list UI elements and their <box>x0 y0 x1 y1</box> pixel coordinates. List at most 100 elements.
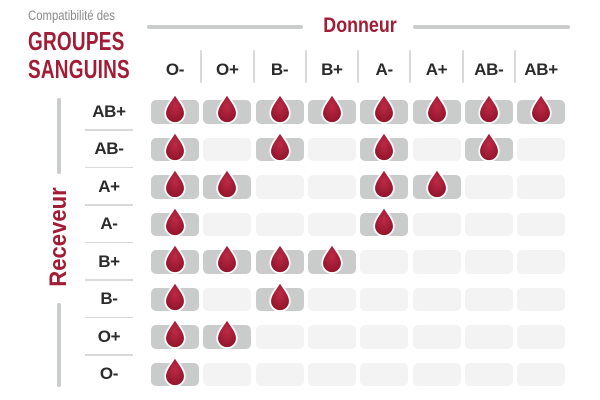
blood-drop-icon <box>321 93 343 124</box>
compatibility-cell <box>255 280 304 312</box>
compatibility-cell <box>517 137 566 161</box>
column-separator <box>409 50 412 83</box>
donor-header: AB+ <box>524 60 558 79</box>
column-separator <box>252 50 255 83</box>
blood-drop-icon <box>373 205 395 237</box>
blood-drop-icon <box>478 93 500 124</box>
blood-drop-icon <box>321 243 343 274</box>
compatibility-cell <box>203 318 252 349</box>
compatibility-cell <box>360 250 409 274</box>
blood-drop-icon <box>373 93 395 124</box>
donor-axis-line-left <box>147 25 303 29</box>
compatibility-cell <box>203 93 252 124</box>
compatibility-cell <box>412 362 461 386</box>
compatibility-cell <box>307 137 356 161</box>
column-separator <box>200 50 203 83</box>
compatibility-cell <box>151 205 199 237</box>
receiver-label: O+ <box>97 326 121 346</box>
blood-drop-icon <box>164 168 186 199</box>
compatibility-cell <box>412 212 461 236</box>
compatibility-cell <box>464 130 513 162</box>
compatibility-cell <box>151 168 199 199</box>
compatibility-cell <box>307 93 356 124</box>
compatibility-cell <box>255 325 304 349</box>
compatibility-cell <box>360 168 409 199</box>
compatibility-cell <box>517 325 566 349</box>
compatibility-cell <box>203 287 252 311</box>
compatibility-cell <box>307 362 356 386</box>
blood-drop-icon <box>216 168 238 199</box>
compatibility-cell <box>360 287 409 311</box>
blood-drop-icon <box>216 318 238 349</box>
chart-kicker: Compatibilité des <box>28 8 115 23</box>
column-separator <box>357 50 360 83</box>
receiver-label: B+ <box>98 251 120 271</box>
blood-drop-icon <box>268 130 291 162</box>
blood-drop-icon <box>530 93 552 124</box>
column-separator <box>514 50 516 83</box>
receiver-axis-line-bottom <box>57 303 61 387</box>
compatibility-cell <box>360 130 409 162</box>
compatibility-cell <box>151 318 199 349</box>
donor-header: AB- <box>474 60 504 79</box>
receiver-label: A+ <box>98 176 120 196</box>
compatibility-cell <box>151 280 199 312</box>
compatibility-cell <box>151 93 199 124</box>
compatibility-cell <box>255 175 304 199</box>
compatibility-cell <box>517 362 566 386</box>
receiver-label: O- <box>99 364 119 384</box>
blood-drop-icon <box>268 243 291 274</box>
compatibility-cell <box>412 325 461 349</box>
receiver-axis-label: Receveur <box>45 187 72 287</box>
chart-title-line2: SANGUINS <box>28 54 130 84</box>
column-separator <box>461 50 464 83</box>
blood-drop-icon <box>373 130 395 162</box>
compatibility-cell <box>203 362 252 386</box>
blood-drop-icon <box>216 93 238 124</box>
compatibility-cell <box>464 175 513 199</box>
compatibility-cell <box>517 250 566 274</box>
blood-drop-icon <box>164 355 186 387</box>
compatibility-cell <box>307 325 356 349</box>
compatibility-cell <box>412 93 461 124</box>
donor-axis-line-right <box>413 25 570 29</box>
compatibility-cell <box>360 325 409 349</box>
compatibility-cell <box>464 362 513 386</box>
compatibility-cell <box>412 168 461 199</box>
donor-header: B- <box>270 60 289 79</box>
receiver-label: B- <box>100 289 118 309</box>
blood-drop-icon <box>268 280 291 312</box>
compatibility-cell <box>360 93 409 124</box>
receiver-label: AB- <box>94 139 124 159</box>
row-separator <box>85 316 133 319</box>
receiver-label: A- <box>100 214 118 234</box>
compatibility-cell <box>464 212 513 236</box>
blood-drop-icon <box>164 243 186 274</box>
chart-title-line1: GROUPES <box>28 26 125 56</box>
donor-header: O+ <box>216 60 239 79</box>
compatibility-cell <box>307 212 356 236</box>
compatibility-cell <box>517 287 566 311</box>
compatibility-cell <box>203 168 252 199</box>
blood-drop-icon <box>425 168 448 199</box>
column-separator <box>304 50 307 83</box>
compatibility-cell <box>307 287 356 311</box>
receiver-axis-line-top <box>57 98 61 174</box>
blood-drop-icon <box>478 130 500 162</box>
blood-drop-icon <box>268 93 291 124</box>
compatibility-cell <box>255 243 304 274</box>
blood-drop-icon <box>373 168 395 199</box>
compatibility-cell <box>255 93 304 124</box>
compatibility-cell <box>255 362 304 386</box>
blood-drop-icon <box>164 318 186 349</box>
blood-drop-icon <box>164 205 186 237</box>
row-separator <box>85 129 133 131</box>
compatibility-cell <box>464 250 513 274</box>
compatibility-cell <box>464 287 513 311</box>
blood-drop-icon <box>164 130 186 162</box>
donor-header: B+ <box>321 60 343 79</box>
row-separator <box>85 354 133 356</box>
compatibility-cell <box>307 175 356 199</box>
compatibility-cell <box>203 212 252 236</box>
compatibility-cell <box>360 362 409 386</box>
